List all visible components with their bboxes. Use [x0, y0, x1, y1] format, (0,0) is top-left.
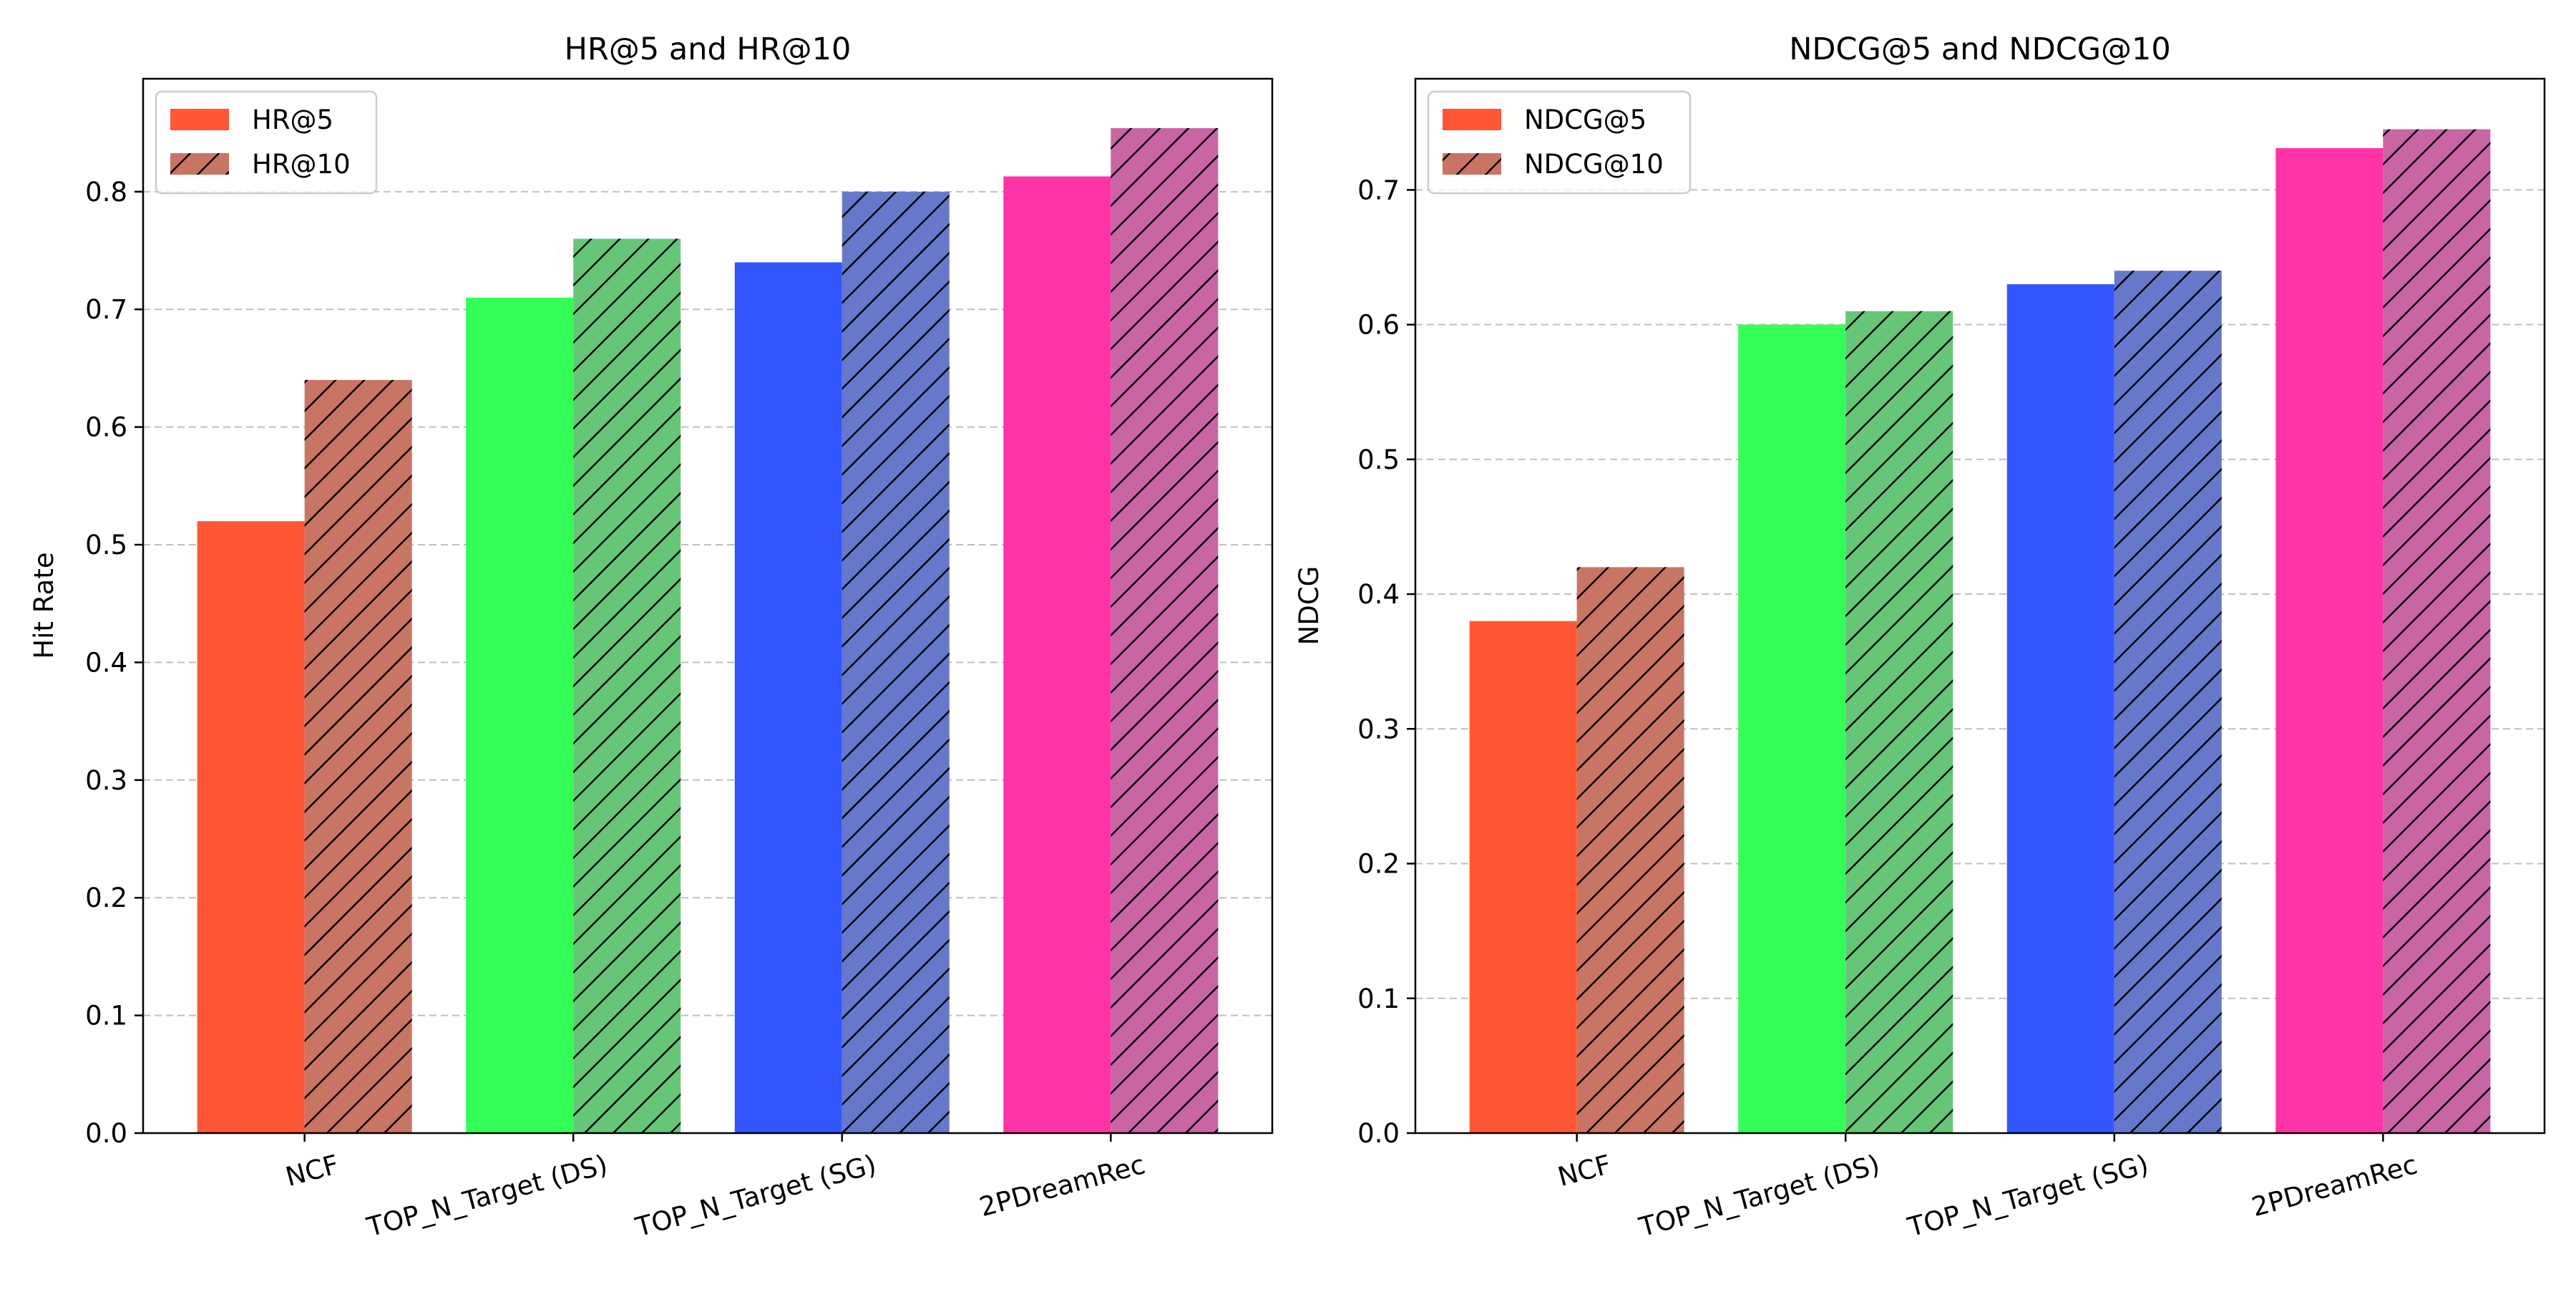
y-tick-label: 0.4 [85, 647, 127, 678]
plot-frame [1414, 77, 2546, 1135]
y-tick-label: 0.8 [85, 177, 127, 208]
y-ticks: 0.0 0.1 0.2 0.3 0.4 0.5 0.6 0.7 0.8 [85, 177, 143, 1149]
y-axis-label: NDCG [1294, 566, 1324, 646]
x-tick-top-n-target-ds: TOP_N_Target (DS) [1635, 1133, 1883, 1243]
legend: NDCG@5 NDCG@10 [1427, 90, 1692, 195]
x-tick-top-n-target-ds: TOP_N_Target (DS) [363, 1133, 611, 1243]
bar-hatch-overlay [841, 191, 950, 1134]
y-tick-label: 0.2 [1357, 849, 1400, 880]
y-tick-label: 0.7 [1357, 175, 1400, 205]
x-tick-label: TOP_N_Target (SG) [1904, 1149, 2152, 1243]
bar-ndcg5-2 [2006, 284, 2114, 1133]
x-ticks: NCF TOP_N_Target (DS) TOP_N_Target (SG) … [1555, 1133, 2421, 1243]
plot-frame [142, 77, 1274, 1135]
legend-swatch-hr5 [170, 109, 229, 130]
y-tick-label: 0.5 [1357, 445, 1400, 475]
bar-ndcg5-1 [1738, 324, 1846, 1134]
x-tick-2pdreamrec: 2PDreamRec [2248, 1133, 2421, 1223]
y-tick-label: 0.7 [85, 294, 127, 325]
bar-hatch-overlay [2114, 271, 2222, 1134]
bar-ndcg5-3 [2275, 147, 2384, 1133]
chart-title: NDCG@5 and NDCG@10 [1789, 31, 2171, 67]
legend-swatch-hr10-hatch [170, 153, 229, 175]
x-tick-top-n-target-sg: TOP_N_Target (SG) [632, 1133, 879, 1243]
y-tick-label: 0.2 [85, 883, 127, 913]
bar-hatch-overlay [1111, 128, 1219, 1133]
bar-hatch-overlay [1576, 567, 1684, 1133]
legend-label-ndcg10: NDCG@10 [1524, 149, 1664, 180]
x-tick-top-n-target-sg: TOP_N_Target (SG) [1904, 1133, 2152, 1243]
y-tick-label: 0.6 [85, 412, 127, 443]
chart-panel-hit-rate: 0.0 0.1 0.2 0.3 0.4 0.5 0.6 0.7 0.8 NCF TOP_N_Ta… [29, 31, 1274, 1243]
chart-panel-ndcg: 0.0 0.1 0.2 0.3 0.4 0.5 0.6 0.7 NCF TOP_N_Targe… [1294, 31, 2546, 1243]
x-tick-label: 2PDreamRec [2248, 1149, 2420, 1223]
legend: HR@5 HR@10 [155, 90, 378, 195]
bar-hatch-overlay [304, 379, 412, 1133]
legend-label-hr10: HR@10 [252, 149, 351, 180]
bar-hr5-1 [466, 297, 574, 1133]
x-ticks: NCF TOP_N_Target (DS) TOP_N_Target (SG) … [283, 1133, 1148, 1243]
legend-label-ndcg5: NDCG@5 [1524, 105, 1646, 135]
y-ticks: 0.0 0.1 0.2 0.3 0.4 0.5 0.6 0.7 [1357, 175, 1415, 1149]
y-tick-label: 0.6 [1357, 310, 1400, 341]
y-tick-label: 0.3 [85, 765, 127, 796]
x-tick-ncf: NCF [1555, 1133, 1614, 1193]
x-tick-label: TOP_N_Target (SG) [632, 1149, 879, 1243]
legend-swatch-ndcg10-hatch [1443, 153, 1501, 175]
bars [197, 128, 1219, 1134]
y-tick-label: 0.1 [1357, 983, 1400, 1014]
bar-hatch-overlay [1845, 311, 1953, 1133]
x-tick-label: TOP_N_Target (DS) [1635, 1149, 1883, 1243]
y-tick-label: 0.0 [85, 1118, 127, 1149]
bar-hatch-overlay [573, 238, 681, 1134]
legend-label-hr5: HR@5 [252, 105, 333, 135]
y-tick-label: 0.5 [85, 530, 127, 560]
chart-title: HR@5 and HR@10 [565, 31, 852, 67]
x-tick-ncf: NCF [283, 1133, 342, 1193]
y-tick-label: 0.0 [1357, 1118, 1400, 1149]
bar-ndcg5-0 [1469, 621, 1577, 1133]
y-axis-label: Hit Rate [29, 552, 59, 659]
bar-hr5-0 [197, 521, 305, 1133]
x-tick-2pdreamrec: 2PDreamRec [976, 1133, 1148, 1223]
bars [1469, 129, 2491, 1134]
bar-hatch-overlay [2383, 129, 2491, 1133]
y-tick-label: 0.3 [1357, 714, 1400, 744]
bar-hr5-2 [734, 262, 842, 1133]
legend-swatch-ndcg5 [1443, 109, 1501, 130]
y-tick-label: 0.4 [1357, 579, 1400, 610]
x-tick-label: NCF [283, 1149, 342, 1193]
y-tick-label: 0.1 [85, 1001, 127, 1031]
x-tick-label: NCF [1555, 1149, 1614, 1193]
x-tick-label: TOP_N_Target (DS) [363, 1149, 610, 1243]
x-tick-label: 2PDreamRec [976, 1149, 1148, 1223]
bar-hr5-3 [1003, 176, 1111, 1133]
